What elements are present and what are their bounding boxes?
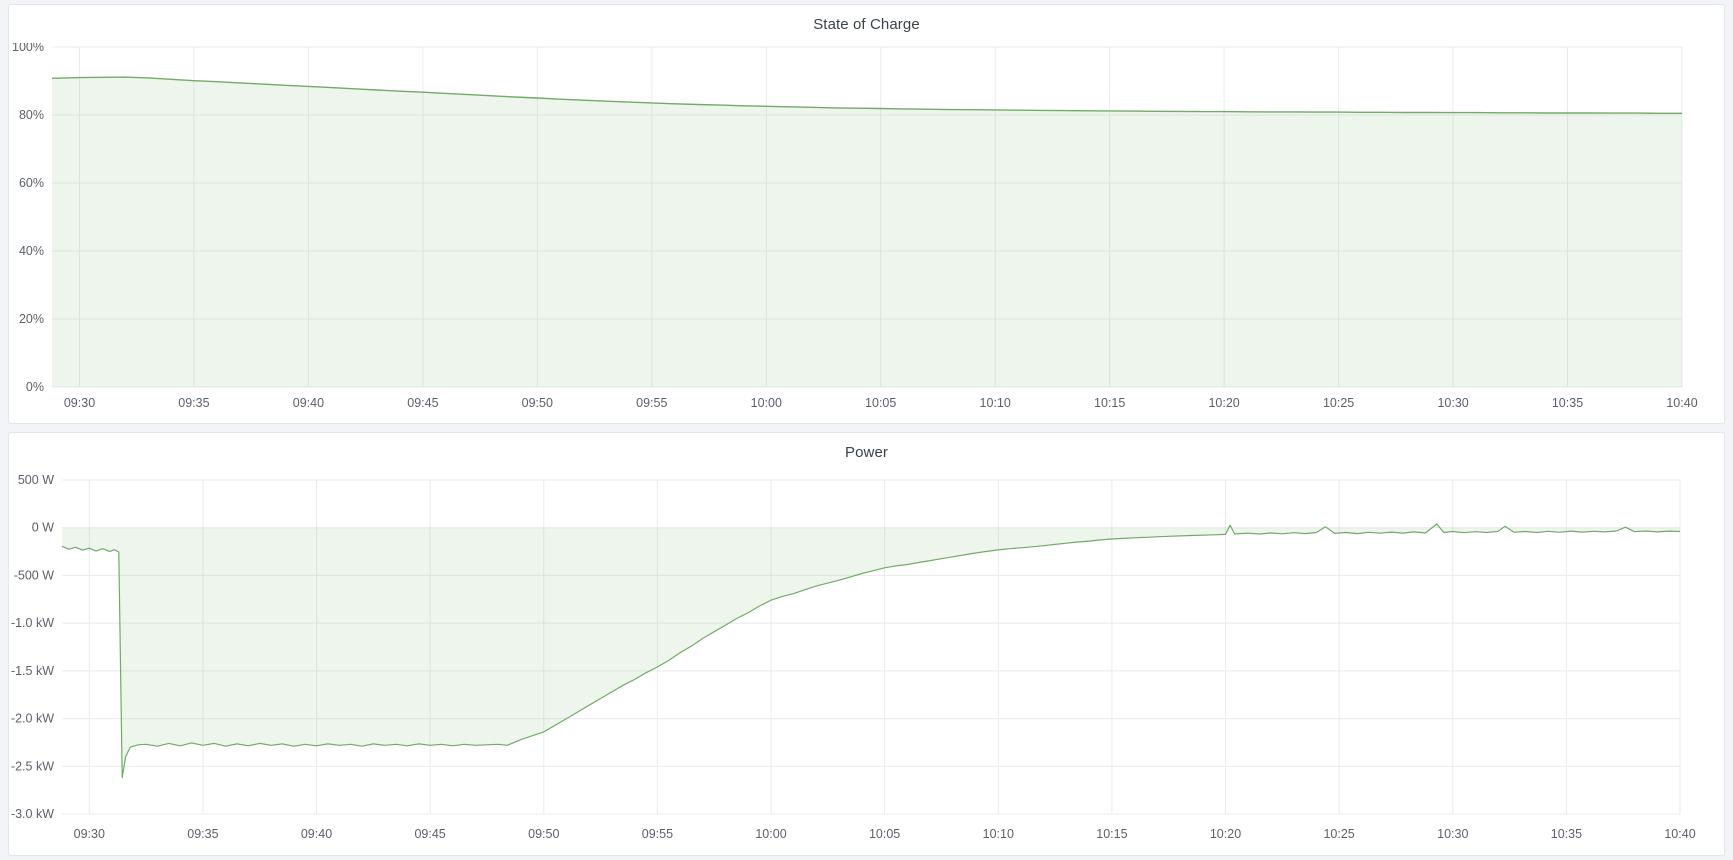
series-area-fill	[62, 523, 1680, 778]
x-axis-tick-label: 10:05	[865, 396, 896, 410]
x-axis-tick-label: 10:00	[751, 396, 782, 410]
y-axis-tick-label: -500 W	[14, 568, 54, 582]
series-line	[61, 523, 1681, 779]
state-of-charge-svg[interactable]: 100% 80% 60% 40% 20% 0% 09:30 09:35 09:40 09:45 09…	[9, 43, 1724, 423]
x-axis-tick-label: 10:10	[980, 396, 1011, 410]
y-axis-tick-label: 60%	[19, 176, 44, 190]
x-axis-tick-label: 10:05	[869, 827, 900, 841]
x-axis-tick-label: 09:35	[178, 396, 209, 410]
x-axis-tick-label: 10:20	[1210, 827, 1241, 841]
y-axis-tick-label: 100%	[12, 43, 44, 54]
y-axis-tick-label: -1.0 kW	[11, 616, 54, 630]
x-axis-tick-label: 09:30	[64, 396, 95, 410]
panel-title-state-of-charge[interactable]: State of Charge	[813, 16, 920, 33]
x-axis-tick-label: 10:10	[983, 827, 1014, 841]
y-axis-tick-label: 500 W	[18, 473, 54, 487]
y-axis-tick-label: 0 W	[32, 521, 54, 535]
series-area-fill	[52, 77, 1682, 387]
x-axis-tick-label: 09:55	[642, 827, 673, 841]
y-axis-tick-label: -1.5 kW	[11, 664, 54, 678]
y-axis-tick-label: -2.5 kW	[11, 759, 54, 773]
x-axis-tick-label: 10:15	[1094, 396, 1125, 410]
x-axis-tick-label: 10:35	[1552, 396, 1583, 410]
y-axis-tick-label: 0%	[26, 380, 44, 394]
y-axis-tick-label: 80%	[19, 108, 44, 122]
x-axis-tick-label: 10:40	[1666, 396, 1697, 410]
x-axis-tick-label: 09:45	[407, 396, 438, 410]
panel-state-of-charge: State of Charge 100% 80% 60% 40% 20% 0% 09:30 0…	[8, 4, 1725, 424]
x-axis-tick-label: 09:30	[74, 827, 105, 841]
x-axis-tick-label: 10:20	[1208, 396, 1239, 410]
x-axis-tick-label: 09:50	[528, 827, 559, 841]
panel-title-power[interactable]: Power	[844, 444, 889, 461]
x-axis-tick-label: 10:00	[755, 827, 786, 841]
x-axis-tick-label: 09:35	[187, 827, 218, 841]
x-axis-tick-label: 09:50	[522, 396, 553, 410]
power-chart[interactable]: 500 W 0 W -500 W -1.0 kW -1.5 kW -2.0 kW -2.5 …	[9, 471, 1724, 855]
x-axis-tick-label: 10:30	[1437, 827, 1468, 841]
x-axis-tick-label: 10:30	[1437, 396, 1468, 410]
x-axis-tick-label: 09:40	[293, 396, 324, 410]
x-axis-tick-label: 09:40	[301, 827, 332, 841]
state-of-charge-chart[interactable]: 100% 80% 60% 40% 20% 0% 09:30 09:35 09:40 09:45 09…	[9, 43, 1724, 423]
x-axis-tick-label: 10:25	[1323, 827, 1354, 841]
x-axis-tick-label: 10:15	[1096, 827, 1127, 841]
y-axis-tick-label: -2.0 kW	[11, 712, 54, 726]
y-axis-tick-label: -3.0 kW	[11, 807, 54, 821]
x-axis-tick-label: 09:45	[414, 827, 445, 841]
x-axis-tick-label: 09:55	[636, 396, 667, 410]
y-axis-tick-label: 20%	[19, 312, 44, 326]
y-axis-tick-label: 40%	[19, 244, 44, 258]
panel-power: Power 500 W 0 W -500 W -1.0 kW -1.5 kW -2.0 k…	[8, 432, 1725, 856]
x-axis-tick-label: 10:35	[1551, 827, 1582, 841]
power-svg[interactable]: 500 W 0 W -500 W -1.0 kW -1.5 kW -2.0 kW -2.5 …	[9, 471, 1724, 855]
x-axis-tick-label: 10:25	[1323, 396, 1354, 410]
series-line	[51, 76, 1682, 114]
x-axis-tick-label: 10:40	[1664, 827, 1695, 841]
